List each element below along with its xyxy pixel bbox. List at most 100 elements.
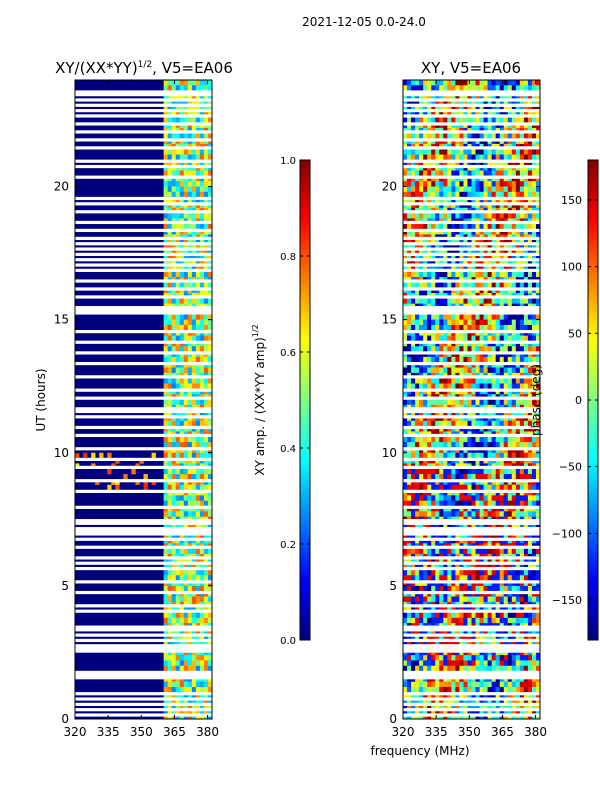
heatmap-cell — [175, 335, 181, 342]
heatmap-cell — [167, 585, 173, 592]
heatmap-cell — [467, 154, 472, 161]
heatmap-cell — [403, 186, 408, 193]
heatmap-cell — [459, 474, 464, 480]
heatmap-cell — [191, 665, 197, 672]
heatmap-cell — [163, 655, 168, 661]
heatmap-cell — [187, 681, 193, 688]
heatmap-cell — [207, 383, 213, 390]
heatmap-cell — [459, 271, 464, 278]
heatmap-cell — [483, 484, 488, 491]
heatmap-cell — [519, 383, 525, 390]
heatmap-cell — [463, 495, 468, 501]
heatmap-cell — [511, 378, 517, 384]
heatmap-cell — [443, 314, 448, 320]
heatmap-cell — [467, 85, 472, 91]
heatmap-cell — [163, 548, 168, 555]
heatmap-cell — [511, 271, 517, 278]
heatmap-cell — [195, 660, 201, 667]
heatmap-cell — [195, 186, 201, 193]
heatmap-cell — [431, 154, 436, 161]
heatmap-cell — [467, 356, 472, 363]
heatmap-cell — [475, 442, 480, 448]
heatmap-cell — [167, 154, 173, 161]
heatmap-cell — [499, 298, 505, 304]
heatmap-cell — [455, 149, 460, 155]
heatmap-cell — [483, 436, 488, 443]
heatmap-cell — [403, 495, 408, 501]
heatmap-cell — [183, 186, 189, 193]
heatmap-cell — [471, 170, 476, 177]
heatmap-cell — [511, 452, 517, 459]
heatmap-cell — [175, 575, 181, 581]
heatmap-cell — [451, 420, 456, 427]
heatmap-cell — [431, 511, 436, 517]
heatmap-cell — [467, 298, 472, 304]
heatmap-cell — [483, 548, 488, 555]
heatmap-cell — [491, 442, 496, 448]
heatmap-cell — [171, 282, 177, 288]
heatmap-cell — [167, 383, 173, 390]
heatmap-cell — [495, 191, 501, 198]
heatmap-cell — [183, 314, 189, 320]
heatmap-cell — [187, 324, 193, 331]
heatmap-cell — [511, 324, 517, 331]
heatmap-cell — [483, 468, 488, 475]
heatmap-cell — [491, 399, 496, 406]
heatmap-cell — [187, 687, 193, 693]
heatmap-cell — [443, 186, 448, 193]
heatmap-cell — [403, 154, 408, 161]
flagged-row — [75, 122, 212, 126]
flagged-row — [75, 433, 212, 438]
heatmap-cell — [483, 149, 488, 155]
heatmap-cell — [427, 271, 432, 278]
heatmap-cell — [503, 80, 509, 86]
heatmap-cell — [459, 511, 464, 517]
heatmap-cell — [491, 356, 496, 363]
heatmap-cell — [531, 378, 537, 384]
flagged-row — [75, 138, 212, 142]
heatmap-cell — [199, 474, 205, 480]
heatmap-cell — [175, 378, 181, 384]
heatmap-cell — [515, 117, 521, 123]
heatmap-cell — [455, 298, 460, 304]
heatmap-cell — [519, 324, 525, 331]
left-x-ticks: 320 335 350 365 380 — [64, 80, 219, 739]
heatmap-cell — [511, 500, 517, 507]
heatmap-cell — [511, 133, 517, 139]
heatmap-cell — [523, 346, 529, 352]
heatmap-cell — [531, 420, 537, 427]
flagged-row — [75, 175, 212, 179]
heatmap-cell — [455, 324, 460, 331]
heatmap-cell — [431, 500, 436, 507]
heatmap-cell — [419, 298, 424, 304]
heatmap-cell — [207, 548, 213, 555]
heatmap-cell — [163, 335, 168, 342]
heatmap-cell — [191, 213, 197, 219]
heatmap-cell — [443, 154, 448, 161]
heatmap-cell — [467, 117, 472, 123]
heatmap-cell — [179, 442, 185, 448]
heatmap-cell — [439, 511, 444, 517]
heatmap-cell — [179, 223, 185, 230]
heatmap-cell — [187, 367, 193, 374]
heatmap-cell — [419, 452, 424, 459]
heatmap-cell — [463, 80, 468, 86]
heatmap-cell — [499, 495, 505, 501]
heatmap-cell — [167, 596, 173, 603]
heatmap-cell — [459, 378, 464, 384]
heatmap-cell — [527, 117, 533, 123]
heatmap-cell — [455, 452, 460, 459]
heatmap-cell — [403, 170, 408, 177]
heatmap-cell — [531, 170, 537, 177]
heatmap-cell — [519, 356, 525, 363]
heatmap-cell — [183, 617, 189, 624]
flagged-row — [75, 646, 212, 651]
heatmap-cell — [187, 133, 193, 139]
heatmap-cell — [175, 314, 181, 320]
heatmap-cell — [471, 314, 476, 320]
heatmap-cell — [507, 585, 513, 592]
heatmap-cell — [431, 356, 436, 363]
heatmap-cell — [183, 468, 189, 475]
heatmap-cell — [527, 548, 533, 555]
